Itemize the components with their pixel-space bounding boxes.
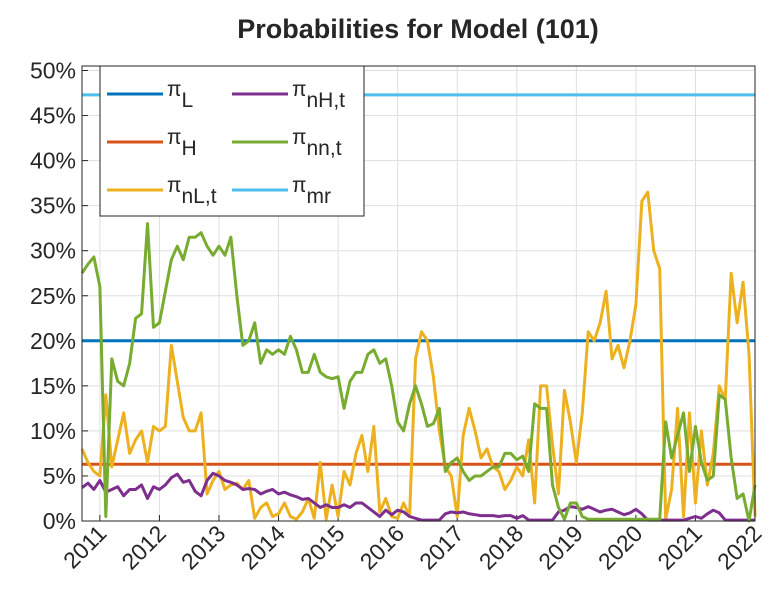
y-tick-label: 0%	[43, 508, 76, 534]
y-tick-label: 45%	[30, 103, 76, 129]
y-tick-label: 10%	[30, 418, 76, 444]
y-tick-label: 40%	[30, 148, 76, 174]
y-tick-label: 25%	[30, 283, 76, 309]
y-tick-label: 20%	[30, 328, 76, 354]
series-line	[80, 222, 757, 523]
y-tick-label: 35%	[30, 193, 76, 219]
y-tick-label: 5%	[43, 463, 76, 489]
axes-box	[81, 65, 756, 522]
y-tick-label: 30%	[30, 238, 76, 264]
series-line	[81, 471, 755, 522]
series-line	[80, 190, 757, 521]
chart-title: Probabilities for Model (101)	[237, 14, 599, 44]
y-tick-label: 15%	[30, 373, 76, 399]
y-tick-label: 50%	[30, 58, 76, 84]
